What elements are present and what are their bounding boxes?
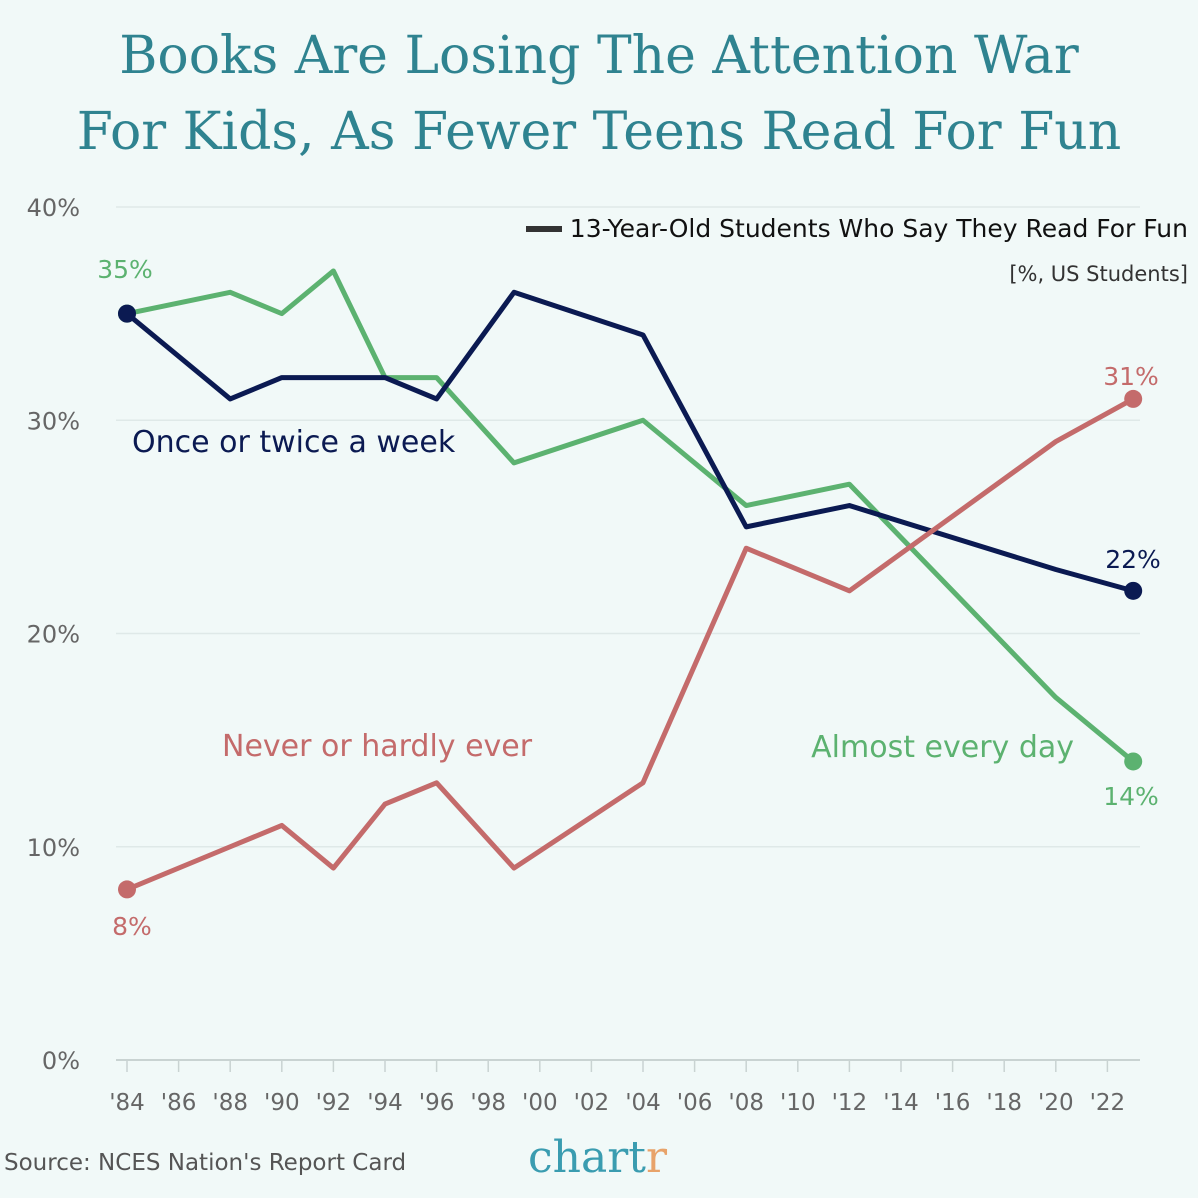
x-tick-label: '00 xyxy=(522,1090,558,1116)
series-line-once-or-twice-a-week xyxy=(125,289,1134,594)
x-tick-label: '22 xyxy=(1090,1090,1126,1116)
chart-title: Books Are Losing The Attention War For K… xyxy=(0,18,1198,170)
series-label-almost-every-day: Almost every day xyxy=(811,730,1074,765)
x-tick-label: '10 xyxy=(780,1090,816,1116)
source-note: Source: NCES Nation's Report Card xyxy=(4,1150,407,1176)
end-point-never-or-hardly-ever xyxy=(1124,389,1143,408)
x-tick-label: '18 xyxy=(986,1090,1022,1116)
start-point-once-or-twice-a-week xyxy=(118,304,136,323)
data-label-end-once-or-twice-a-week: 22% xyxy=(1105,545,1161,574)
series-label-never-or-hardly-ever: Never or hardly ever xyxy=(222,729,533,764)
x-tick-label: '12 xyxy=(832,1090,868,1116)
x-tick-label: '98 xyxy=(470,1090,506,1116)
series-line-never-or-hardly-ever xyxy=(126,396,1135,892)
x-tick-label: '02 xyxy=(574,1090,610,1116)
legend: 13-Year-Old Students Who Say They Read F… xyxy=(525,214,1188,243)
x-tick-label: '16 xyxy=(935,1090,971,1116)
series-line-almost-every-day xyxy=(126,268,1135,764)
x-tick-label: '96 xyxy=(419,1090,455,1116)
data-label-end-never-or-hardly-ever: 31% xyxy=(1103,362,1159,391)
x-tick-label: '20 xyxy=(1038,1090,1074,1116)
y-tick-label: 10% xyxy=(27,834,80,862)
x-tick-label: '84 xyxy=(109,1090,145,1116)
x-tick-label: '90 xyxy=(264,1090,300,1116)
title-line-1: Books Are Losing The Attention War xyxy=(119,26,1079,86)
x-tick-label: '08 xyxy=(728,1090,764,1116)
legend-label: 13-Year-Old Students Who Say They Read F… xyxy=(569,214,1188,243)
x-tick-label: '92 xyxy=(316,1090,352,1116)
end-point-once-or-twice-a-week xyxy=(1124,581,1143,600)
data-label-start-never-or-hardly-ever: 8% xyxy=(112,912,152,941)
end-point-almost-every-day xyxy=(1124,752,1143,771)
x-tick-label: '86 xyxy=(161,1090,197,1116)
title-line-2: For Kids, As Fewer Teens Read For Fun xyxy=(76,102,1122,162)
x-tick-label: '04 xyxy=(625,1090,661,1116)
x-tick-label: '14 xyxy=(883,1090,919,1116)
y-tick-label: 20% xyxy=(27,621,80,649)
unit-label: [%, US Students] xyxy=(1009,262,1188,286)
data-label-end-almost-every-day: 14% xyxy=(1103,782,1159,811)
legend-swatch xyxy=(525,225,562,232)
start-point-never-or-hardly-ever xyxy=(118,880,136,899)
chartr-logo: chartr xyxy=(528,1132,667,1183)
series-label-once-or-twice-a-week: Once or twice a week xyxy=(132,425,456,460)
y-tick-label: 0% xyxy=(42,1047,80,1075)
y-tick-label: 40% xyxy=(27,194,80,222)
x-tick-label: '94 xyxy=(367,1090,403,1116)
data-label-start-almost-every-day: 35% xyxy=(97,255,153,284)
x-tick-label: '06 xyxy=(677,1090,713,1116)
x-tick-label: '88 xyxy=(212,1090,248,1116)
y-tick-label: 30% xyxy=(27,407,80,435)
